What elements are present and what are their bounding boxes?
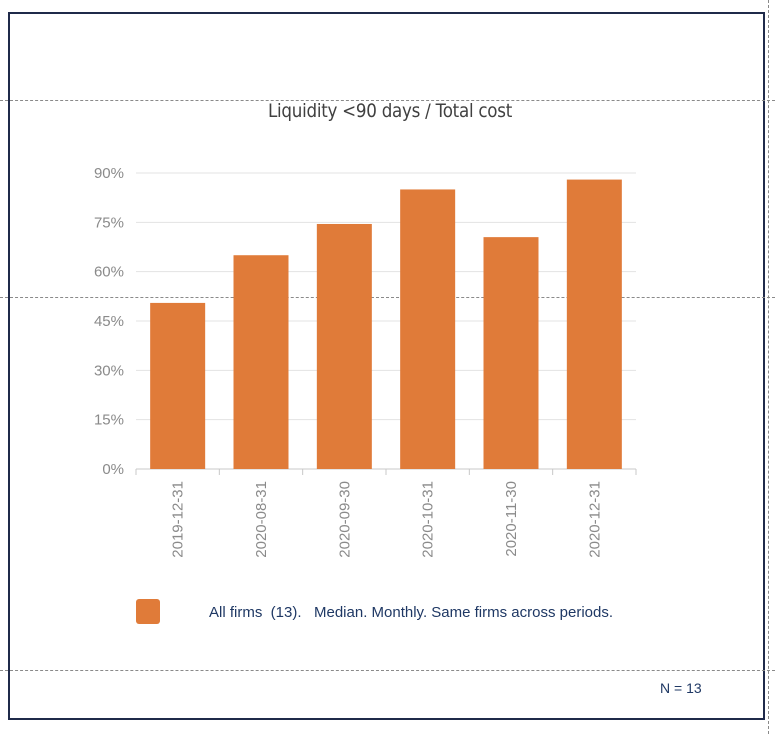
bar	[483, 237, 539, 469]
divider-top	[0, 100, 775, 101]
bar	[566, 179, 622, 470]
y-tick-label: 90%	[94, 165, 124, 182]
x-tick-label: 2020-09-30	[336, 481, 353, 558]
sample-size-label: N = 13	[660, 680, 702, 696]
x-tick-label: 2019-12-31	[170, 481, 187, 558]
bar	[316, 223, 372, 469]
y-tick-label: 0%	[102, 461, 124, 478]
chart-frame	[8, 12, 765, 720]
divider-middle	[0, 297, 775, 298]
bar-chart: 0% 15% 30% 45% 60% 75% 90% 2019-12-31 2020-08-31…	[94, 165, 637, 558]
legend-label: All firms (13). Median. Monthly. Same fi…	[209, 604, 614, 621]
x-tick-label: 2020-12-31	[586, 481, 603, 558]
divider-right	[768, 0, 769, 734]
y-tick-label: 75%	[94, 214, 124, 231]
y-tick-label: 30%	[94, 362, 124, 379]
x-tick-label: 2020-11-30	[503, 481, 520, 557]
y-tick-label: 60%	[94, 264, 124, 281]
y-tick-label: 15%	[94, 412, 124, 429]
bar	[233, 255, 289, 469]
bars	[150, 179, 622, 470]
divider-bottom	[0, 670, 775, 671]
bar	[400, 189, 456, 469]
x-tick-label: 2020-10-31	[420, 481, 437, 558]
y-tick-label: 45%	[94, 313, 124, 330]
legend-swatch	[136, 599, 160, 624]
bar	[150, 302, 206, 469]
axes: 0% 15% 30% 45% 60% 75% 90% 2019-12-31 2020-08-31…	[94, 165, 637, 558]
gridlines	[136, 172, 636, 470]
x-tick-label: 2020-08-31	[253, 481, 270, 558]
chart-title: Liquidity <90 days / Total cost	[267, 100, 513, 122]
